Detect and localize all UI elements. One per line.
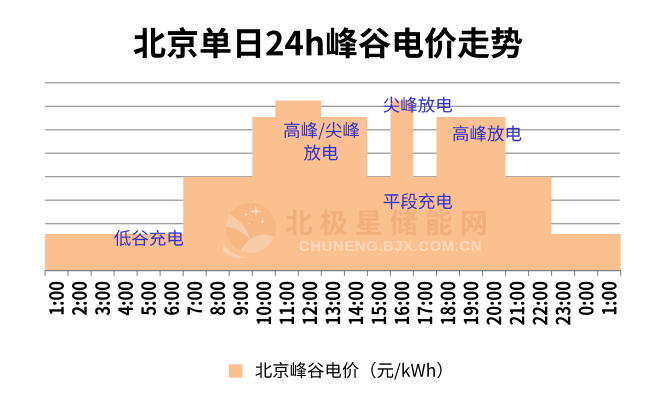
svg-text:CHUNENG.BJX.COM.CN: CHUNENG.BJX.COM.CN (299, 238, 482, 255)
